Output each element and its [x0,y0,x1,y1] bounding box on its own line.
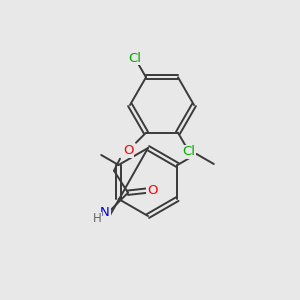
Text: Cl: Cl [128,52,142,65]
Text: N: N [100,206,110,219]
Text: O: O [123,144,133,157]
Text: O: O [147,184,157,197]
Text: Cl: Cl [182,145,196,158]
Text: H: H [93,212,101,225]
